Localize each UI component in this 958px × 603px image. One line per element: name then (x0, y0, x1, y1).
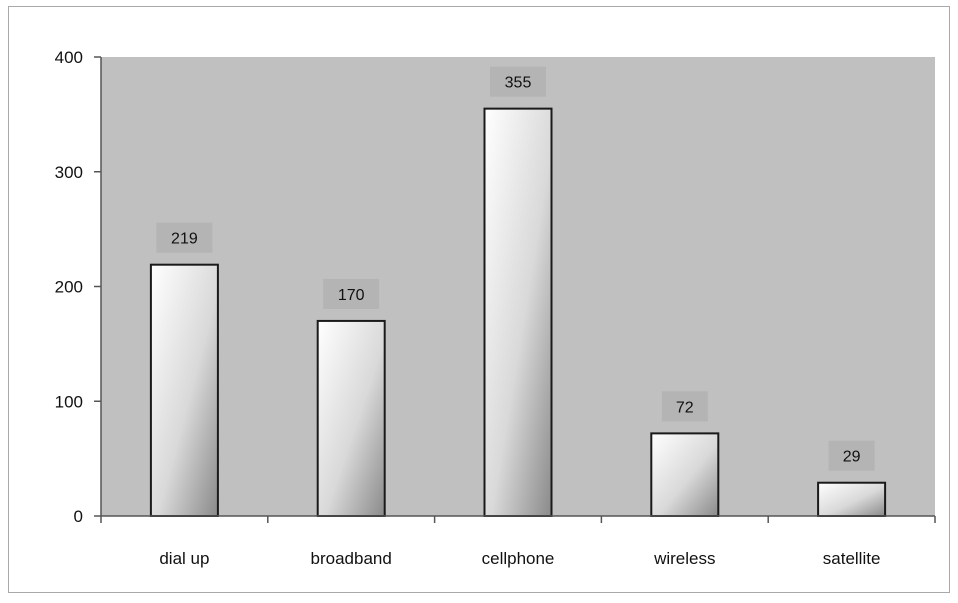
data-label: 355 (505, 75, 532, 92)
data-label-box (323, 278, 380, 309)
bars-layer: 219 170 355 72 29 (149, 66, 887, 518)
x-tick-label: satellite (823, 549, 881, 568)
data-label: 219 (171, 231, 198, 248)
y-tick-label: 400 (55, 48, 83, 67)
bar (149, 263, 219, 518)
bar (483, 107, 553, 517)
y-tick-label: 100 (55, 392, 83, 411)
y-tick-label: 300 (55, 163, 83, 182)
data-label-box (828, 440, 875, 471)
axes-layer: 0 100 200 300 400 dial up broadband cellphone wi… (55, 48, 936, 568)
data-label: 170 (338, 287, 365, 304)
data-label-box (661, 391, 708, 422)
y-tick-label: 0 (74, 507, 83, 526)
data-label: 72 (676, 399, 694, 416)
x-tick-label: cellphone (482, 549, 555, 568)
data-label: 29 (843, 449, 861, 466)
bar (650, 432, 720, 518)
data-label-box (156, 222, 213, 253)
x-tick-label: dial up (159, 549, 209, 568)
bar (316, 319, 386, 517)
data-label-box (490, 66, 546, 97)
bar (817, 481, 887, 518)
y-tick-label: 200 (55, 278, 83, 297)
x-tick-label: wireless (653, 549, 715, 568)
x-tick-label: broadband (311, 549, 392, 568)
